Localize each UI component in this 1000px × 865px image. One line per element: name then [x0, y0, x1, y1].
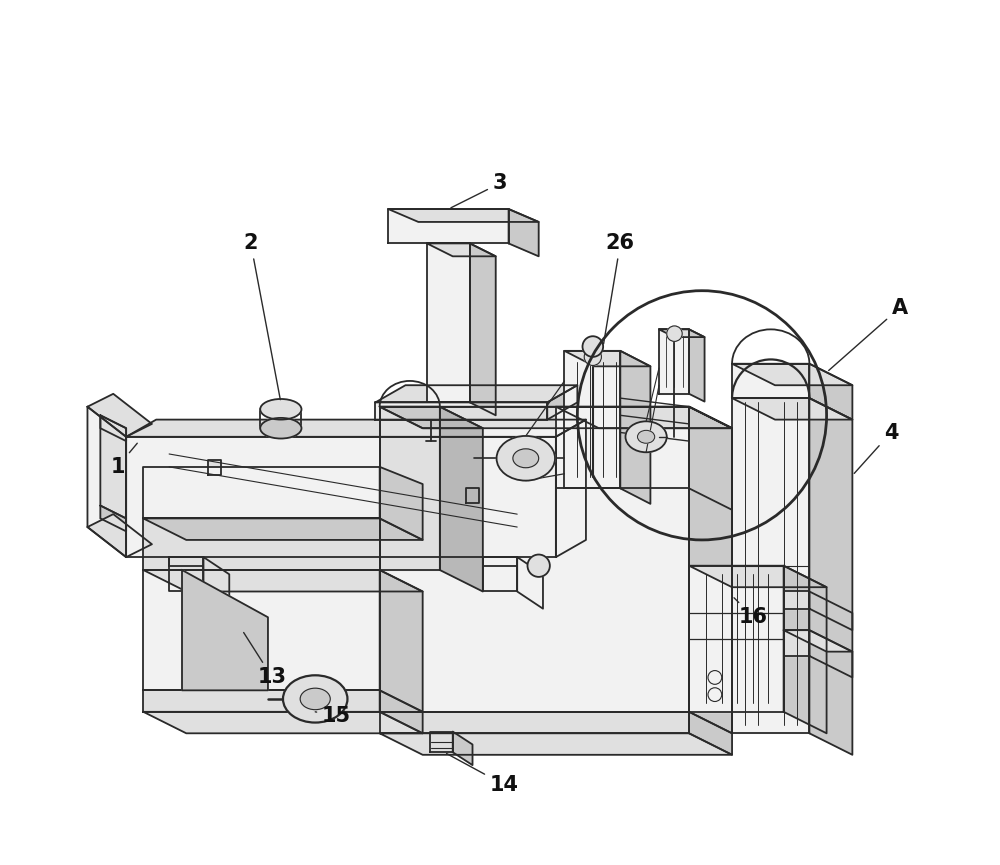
Polygon shape [87, 407, 126, 557]
Polygon shape [380, 690, 423, 734]
Polygon shape [100, 415, 126, 441]
Polygon shape [126, 420, 586, 437]
Polygon shape [143, 467, 380, 518]
Polygon shape [556, 407, 732, 428]
Polygon shape [87, 394, 152, 437]
Polygon shape [809, 364, 852, 420]
Polygon shape [732, 398, 809, 734]
Polygon shape [689, 330, 705, 401]
Polygon shape [784, 592, 809, 609]
Polygon shape [466, 488, 479, 503]
Polygon shape [440, 407, 483, 592]
Circle shape [584, 349, 601, 366]
Polygon shape [143, 518, 380, 570]
Polygon shape [659, 330, 689, 394]
Polygon shape [380, 407, 440, 570]
Polygon shape [380, 407, 732, 428]
Ellipse shape [260, 399, 301, 420]
Polygon shape [427, 243, 496, 256]
Ellipse shape [625, 421, 667, 452]
Polygon shape [203, 557, 229, 609]
Ellipse shape [497, 436, 555, 481]
Text: 26: 26 [604, 234, 635, 343]
Polygon shape [470, 243, 496, 415]
Polygon shape [809, 398, 852, 755]
Text: 14: 14 [447, 753, 519, 795]
Polygon shape [208, 460, 221, 476]
Ellipse shape [513, 449, 539, 468]
Polygon shape [556, 420, 586, 557]
Text: 4: 4 [854, 422, 898, 473]
Polygon shape [169, 557, 203, 592]
Polygon shape [388, 209, 509, 243]
Polygon shape [556, 407, 689, 489]
Text: 3: 3 [451, 173, 507, 208]
Polygon shape [564, 351, 620, 489]
Text: 2: 2 [244, 234, 280, 400]
Circle shape [667, 326, 682, 342]
Ellipse shape [638, 431, 655, 443]
Polygon shape [380, 712, 689, 734]
Polygon shape [809, 631, 852, 677]
Polygon shape [380, 467, 423, 540]
Circle shape [528, 554, 550, 577]
Polygon shape [483, 557, 517, 592]
Text: A: A [829, 298, 908, 370]
Text: 16: 16 [734, 598, 768, 627]
Polygon shape [87, 514, 152, 557]
Polygon shape [100, 505, 126, 531]
Polygon shape [564, 351, 650, 366]
Polygon shape [182, 570, 268, 690]
Polygon shape [732, 398, 852, 420]
Polygon shape [784, 631, 809, 656]
Polygon shape [375, 402, 547, 420]
Polygon shape [143, 570, 423, 592]
Polygon shape [143, 690, 380, 712]
Polygon shape [380, 734, 732, 755]
Polygon shape [380, 407, 689, 712]
Polygon shape [517, 557, 543, 609]
Polygon shape [689, 712, 732, 755]
Polygon shape [143, 518, 423, 540]
Polygon shape [126, 437, 556, 557]
Polygon shape [809, 592, 852, 631]
Polygon shape [380, 570, 423, 712]
Polygon shape [659, 330, 705, 337]
Polygon shape [689, 407, 732, 509]
Polygon shape [784, 631, 852, 651]
Ellipse shape [260, 418, 301, 439]
Polygon shape [380, 407, 483, 428]
Polygon shape [427, 243, 470, 402]
Text: 1: 1 [110, 443, 137, 477]
Polygon shape [547, 385, 577, 420]
Ellipse shape [300, 689, 330, 709]
Polygon shape [375, 385, 577, 402]
Circle shape [583, 336, 603, 357]
Polygon shape [784, 566, 827, 734]
Polygon shape [509, 209, 539, 256]
Polygon shape [689, 566, 784, 712]
Polygon shape [689, 566, 827, 587]
Polygon shape [689, 407, 732, 734]
Polygon shape [453, 732, 472, 766]
Polygon shape [620, 351, 650, 503]
Text: 15: 15 [315, 706, 351, 726]
Ellipse shape [283, 676, 347, 722]
Polygon shape [732, 364, 809, 398]
Polygon shape [430, 732, 453, 753]
Text: 13: 13 [244, 632, 287, 688]
Polygon shape [388, 209, 539, 222]
Polygon shape [100, 415, 126, 518]
Polygon shape [732, 364, 852, 385]
Polygon shape [143, 570, 380, 690]
Polygon shape [143, 712, 423, 734]
